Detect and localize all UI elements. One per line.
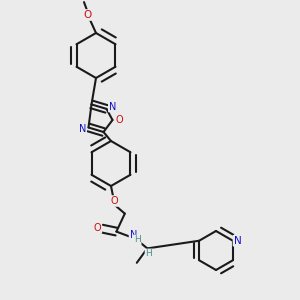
Text: O: O [83, 10, 92, 20]
Text: N: N [79, 124, 86, 134]
Text: O: O [110, 196, 118, 206]
Text: H: H [134, 236, 141, 244]
Text: N: N [130, 230, 137, 241]
Text: N: N [109, 101, 116, 112]
Text: O: O [94, 223, 101, 233]
Text: H: H [146, 249, 152, 258]
Text: N: N [233, 236, 241, 246]
Text: O: O [115, 115, 123, 125]
